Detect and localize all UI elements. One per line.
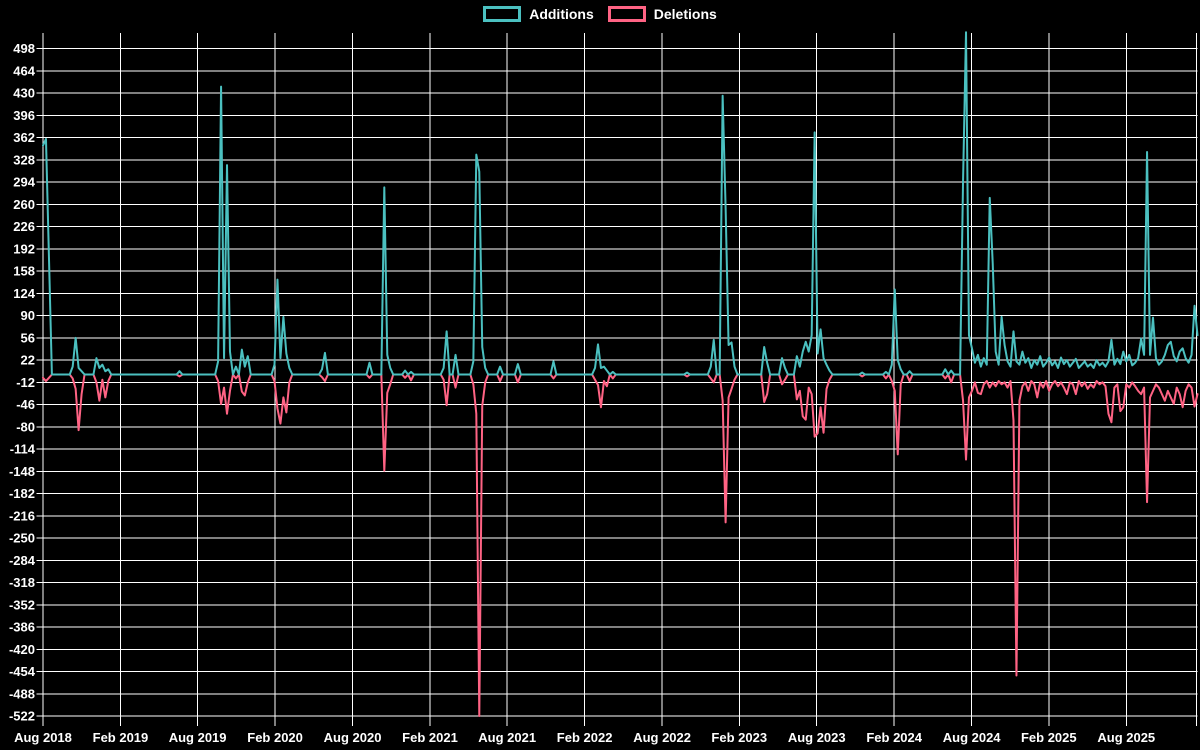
y-tick-label: 430 xyxy=(13,86,35,101)
chart-line-deletions xyxy=(42,373,1199,718)
y-tick-label: 226 xyxy=(13,219,35,234)
y-tick-label: -522 xyxy=(9,709,35,724)
x-tick-label: Feb 2020 xyxy=(247,730,303,745)
y-tick-label: 396 xyxy=(13,108,35,123)
x-tick-label: Feb 2021 xyxy=(402,730,458,745)
y-tick-label: -216 xyxy=(9,508,35,523)
y-tick-label: 124 xyxy=(13,286,35,301)
y-tick-label: -454 xyxy=(9,664,36,679)
x-tick-label: Aug 2022 xyxy=(633,730,691,745)
x-tick-label: Aug 2018 xyxy=(14,730,72,745)
legend-label-deletions: Deletions xyxy=(653,6,717,22)
x-tick-label: Aug 2023 xyxy=(788,730,846,745)
y-tick-label: 158 xyxy=(13,264,35,279)
deletions-swatch-icon xyxy=(607,6,646,22)
legend-item-deletions[interactable]: Deletions xyxy=(607,6,717,22)
x-tick-label: Feb 2025 xyxy=(1021,730,1077,745)
y-tick-label: -488 xyxy=(9,686,35,701)
y-tick-label: -250 xyxy=(9,531,35,546)
x-tick-label: Feb 2024 xyxy=(866,730,922,745)
y-tick-label: -148 xyxy=(9,464,35,479)
y-tick-label: -386 xyxy=(9,620,35,635)
x-tick-label: Feb 2019 xyxy=(93,730,149,745)
y-tick-label: -284 xyxy=(9,553,36,568)
x-tick-label: Aug 2019 xyxy=(169,730,227,745)
y-tick-label: 294 xyxy=(13,175,35,190)
y-tick-label: -420 xyxy=(9,642,35,657)
legend-item-additions[interactable]: Additions xyxy=(483,6,594,22)
x-tick-label: Aug 2025 xyxy=(1097,730,1155,745)
chart-line-additions xyxy=(42,31,1199,376)
y-tick-label: -114 xyxy=(10,442,36,457)
y-tick-label: 362 xyxy=(13,130,35,145)
y-tick-label: 22 xyxy=(21,353,35,368)
y-tick-label: 498 xyxy=(13,41,35,56)
x-tick-label: Feb 2023 xyxy=(711,730,767,745)
legend-label-additions: Additions xyxy=(529,6,594,22)
x-tick-label: Aug 2024 xyxy=(943,730,1002,745)
y-tick-label: -182 xyxy=(9,486,35,501)
y-tick-label: -318 xyxy=(9,575,35,590)
x-tick-label: Aug 2020 xyxy=(324,730,382,745)
y-tick-label: -352 xyxy=(9,597,35,612)
y-tick-label: -12 xyxy=(16,375,35,390)
y-tick-label: 192 xyxy=(13,241,35,256)
x-tick-label: Aug 2021 xyxy=(478,730,536,745)
y-tick-label: 260 xyxy=(13,197,35,212)
y-tick-label: 90 xyxy=(21,308,35,323)
x-tick-label: Feb 2022 xyxy=(557,730,613,745)
y-tick-label: 464 xyxy=(13,63,35,78)
additions-swatch-icon xyxy=(483,6,522,22)
chart-legend: Additions Deletions xyxy=(0,6,1200,22)
y-tick-label: 328 xyxy=(13,152,35,167)
y-tick-label: -80 xyxy=(16,419,35,434)
y-tick-label: 56 xyxy=(21,330,35,345)
y-tick-label: -46 xyxy=(16,397,35,412)
